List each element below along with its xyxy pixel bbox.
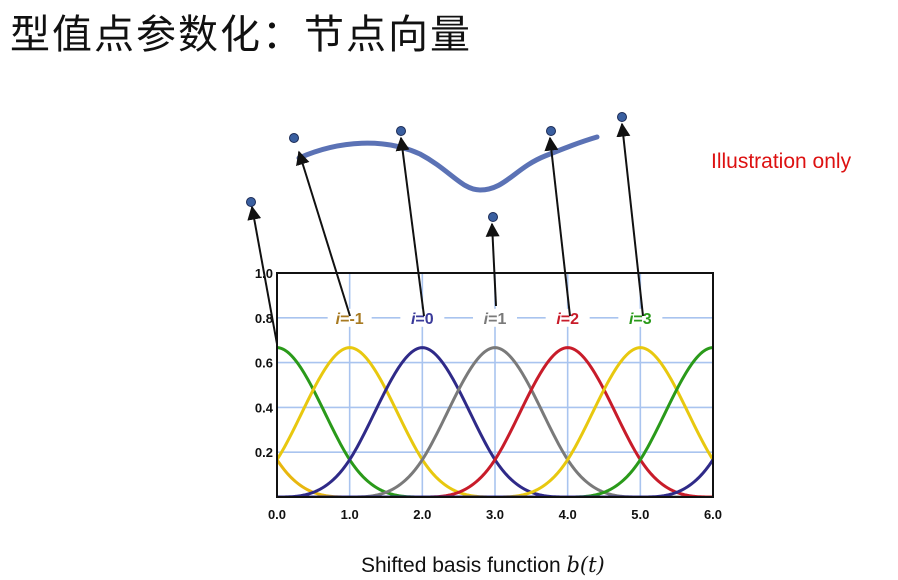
- knot-arrow: [296, 150, 351, 317]
- knot-arrows: [247, 122, 644, 345]
- control-point: [617, 112, 627, 122]
- control-point: [396, 126, 406, 136]
- curve-label: i=1: [484, 311, 507, 328]
- curve-label-value: =2: [561, 311, 579, 328]
- basis-curve: [277, 346, 713, 497]
- curve-label-bg: [618, 308, 663, 327]
- curve-label-index: i: [629, 311, 634, 328]
- curve-label-value: =3: [633, 311, 651, 328]
- curve-label-bg: [545, 308, 590, 327]
- basis-curve: [277, 346, 713, 497]
- y-tick-label: 0.2: [255, 445, 273, 460]
- curve-label-bg: [400, 308, 445, 327]
- slide-title: 型值点参数化：节点向量: [10, 12, 472, 58]
- curve-label-index: i: [336, 311, 341, 328]
- knot-arrow: [616, 122, 644, 317]
- x-tick-label: 2.0: [413, 507, 431, 522]
- curve-label-value: =0: [415, 311, 433, 328]
- x-tick-label: 6.0: [704, 507, 722, 522]
- caption: Shifted basis function b(t): [361, 553, 605, 578]
- control-point: [488, 212, 498, 222]
- curve-label-value: =-1: [340, 311, 364, 328]
- knot-arrow: [395, 136, 425, 317]
- knot-arrow: [247, 205, 278, 345]
- curve-label: i=-1: [336, 311, 364, 328]
- curve-label: i=0: [411, 311, 434, 328]
- caption-math: b(t): [566, 553, 605, 577]
- x-tick-label: 4.0: [559, 507, 577, 522]
- curve-label-bg: [473, 308, 517, 327]
- basis-curves: [277, 346, 713, 497]
- y-tick-label: 0.6: [255, 356, 273, 371]
- control-points: [246, 112, 627, 222]
- x-tick-label: 0.0: [268, 507, 286, 522]
- x-tick-label: 1.0: [341, 507, 359, 522]
- y-tick-label: 0.4: [255, 400, 274, 415]
- curve-labels: i=-1 i=0 i=1 i=2 i=3: [327, 308, 663, 328]
- curve-label-value: =1: [488, 311, 506, 328]
- axis-ticks: 0.01.02.03.04.05.06.00.20.40.60.81.0: [255, 266, 722, 522]
- curve-label: i=2: [556, 311, 579, 328]
- caption-text: Shifted basis function: [361, 554, 567, 577]
- x-tick-label: 5.0: [631, 507, 649, 522]
- curve-label: i=3: [629, 311, 652, 328]
- illustration-note: Illustration only: [711, 150, 852, 173]
- spline-curve: [296, 134, 600, 193]
- curve-label-index: i: [411, 311, 416, 328]
- knot-arrow: [544, 136, 571, 317]
- control-point: [289, 133, 299, 143]
- x-tick-label: 3.0: [486, 507, 504, 522]
- chart-grid: [277, 273, 713, 497]
- control-point: [546, 126, 556, 136]
- basis-curve: [277, 346, 713, 497]
- control-point: [246, 197, 256, 207]
- knot-arrow: [485, 222, 500, 307]
- curve-label-index: i: [556, 311, 561, 328]
- basis-curve: [277, 346, 713, 497]
- curve-label-index: i: [484, 311, 489, 328]
- y-tick-label: 0.8: [255, 311, 273, 326]
- curve-label-bg: [327, 308, 372, 327]
